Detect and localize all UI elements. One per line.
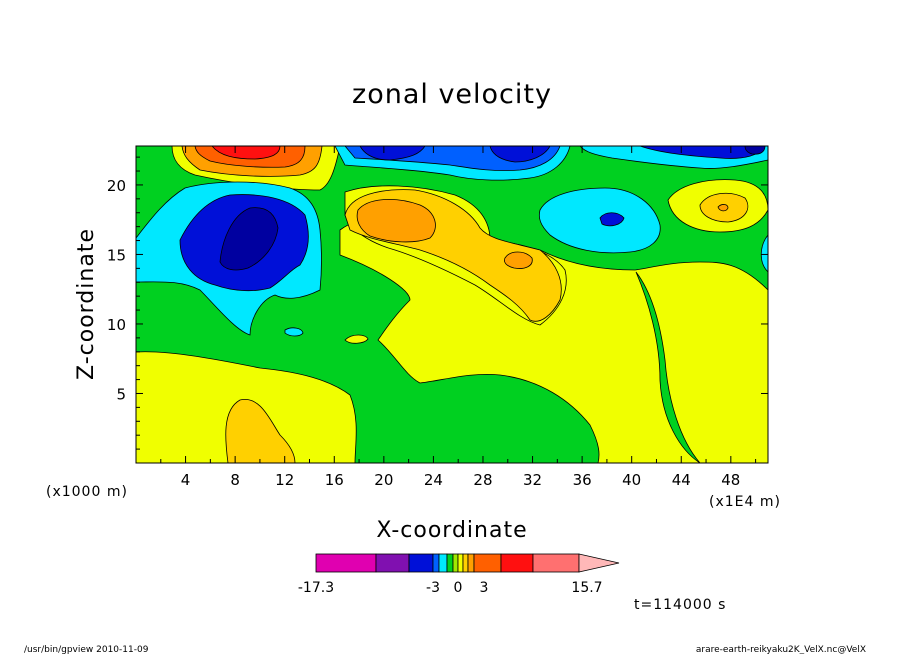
x-tick-label: 16	[325, 471, 344, 489]
y-tick-label: 15	[107, 246, 126, 264]
time-label: t=114000 s	[634, 597, 726, 613]
region-orangedot-right	[717, 204, 729, 212]
colorbar-segment	[532, 553, 580, 573]
chart-title: zonal velocity	[352, 79, 552, 110]
contour-field	[135, 145, 769, 464]
y-axis-label: Z-coordinate	[74, 228, 99, 380]
y-tick-label: 5	[116, 385, 126, 403]
y-tick-label: 10	[107, 316, 126, 334]
colorbar-segment	[438, 553, 448, 573]
x-unit-left: (x1000 m)	[46, 484, 128, 500]
region-navy-left	[219, 207, 279, 271]
region-navy-top-right	[744, 146, 766, 155]
colorbar-segment	[467, 553, 475, 573]
x-tick-label: 28	[473, 471, 492, 489]
region-darkblue-top-mid	[359, 146, 551, 163]
colorbar-label-neg3: -3	[426, 580, 440, 596]
region-darkorange-center	[356, 199, 436, 243]
y-tick-label: 20	[107, 177, 126, 195]
colorbar-segment	[500, 553, 534, 573]
x-tick-label: 48	[721, 471, 740, 489]
region-yellow-dot	[344, 334, 369, 344]
footer-left: /usr/bin/gpview 2010-11-09	[24, 645, 149, 654]
y-axis: 5 10 15 20	[107, 156, 768, 450]
colorbar-segment	[315, 553, 377, 573]
region-darkorange-center-right	[504, 251, 533, 269]
x-tick-label: 20	[374, 471, 393, 489]
x-tick-label: 8	[230, 471, 240, 489]
footer-right: arare-earth-reikyaku2K_VelX.nc@VelX	[696, 645, 866, 654]
colorbar-segment	[457, 553, 464, 573]
colorbar-segment	[375, 553, 410, 573]
region-cyan-dot	[284, 327, 304, 337]
colorbar-label-pos3: 3	[480, 580, 489, 596]
x-tick-label: 32	[523, 471, 542, 489]
region-green-right-pocket	[635, 271, 701, 463]
x-tick-label: 24	[424, 471, 443, 489]
region-cyan-right-mid	[538, 187, 661, 254]
x-tick-label: 40	[622, 471, 641, 489]
region-orange-lower	[225, 398, 296, 463]
plot-frame	[135, 145, 769, 464]
colorbar-label-zero: 0	[454, 580, 463, 596]
region-darkblue-right-spot	[599, 212, 625, 227]
colorbar-extension-arrow	[578, 553, 620, 573]
colorbar	[315, 553, 620, 573]
x-axis: 4 8 12 16 20 24 28 32 36 40 44 48	[160, 146, 757, 489]
x-axis-label: X-coordinate	[376, 518, 527, 543]
x-tick-label: 44	[672, 471, 691, 489]
colorbar-label-min: -17.3	[298, 580, 334, 596]
x-unit-right: (x1E4 m)	[709, 494, 781, 510]
x-tick-label: 4	[181, 471, 191, 489]
colorbar-segment	[446, 553, 454, 573]
region-red-top	[211, 146, 281, 160]
x-tick-label: 36	[573, 471, 592, 489]
x-tick-label: 12	[275, 471, 294, 489]
colorbar-label-max: 15.7	[571, 580, 602, 596]
colorbar-segment	[473, 553, 502, 573]
colorbar-segment	[432, 553, 440, 573]
colorbar-segment	[452, 553, 459, 573]
colorbar-segment	[408, 553, 434, 573]
colorbar-segment	[462, 553, 469, 573]
